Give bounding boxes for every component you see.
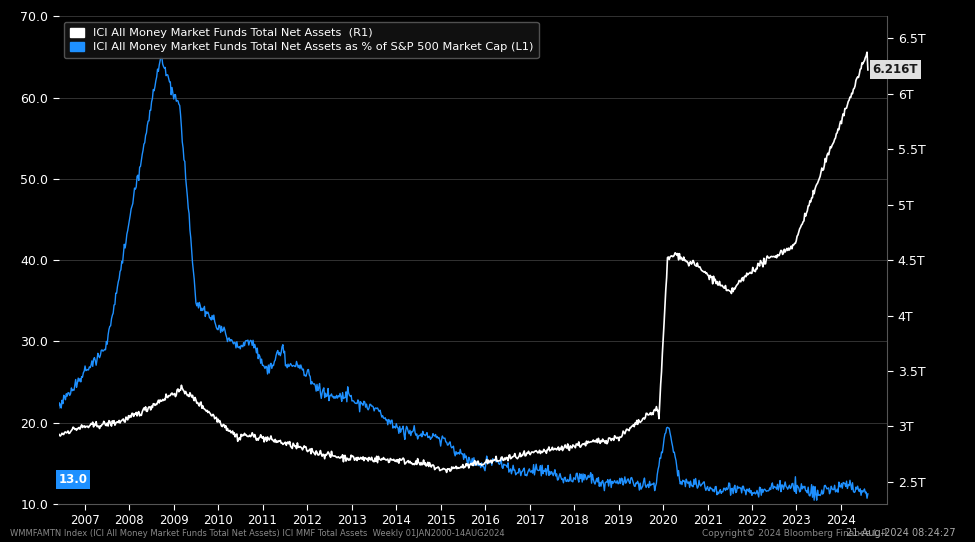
Legend: ICI All Money Market Funds Total Net Assets  (R1), ICI All Money Market Funds To: ICI All Money Market Funds Total Net Ass… [64, 22, 539, 58]
Text: WMMFAMTN Index (ICI All Money Market Funds Total Net Assets) ICI MMF Total Asset: WMMFAMTN Index (ICI All Money Market Fun… [10, 528, 504, 538]
Text: 6.216T: 6.216T [873, 63, 918, 76]
Text: 21-Aug-2024 08:24:27: 21-Aug-2024 08:24:27 [846, 528, 956, 538]
Text: Copyright© 2024 Bloomberg Finance L.P.: Copyright© 2024 Bloomberg Finance L.P. [702, 528, 888, 538]
Text: 13.0: 13.0 [58, 473, 88, 486]
